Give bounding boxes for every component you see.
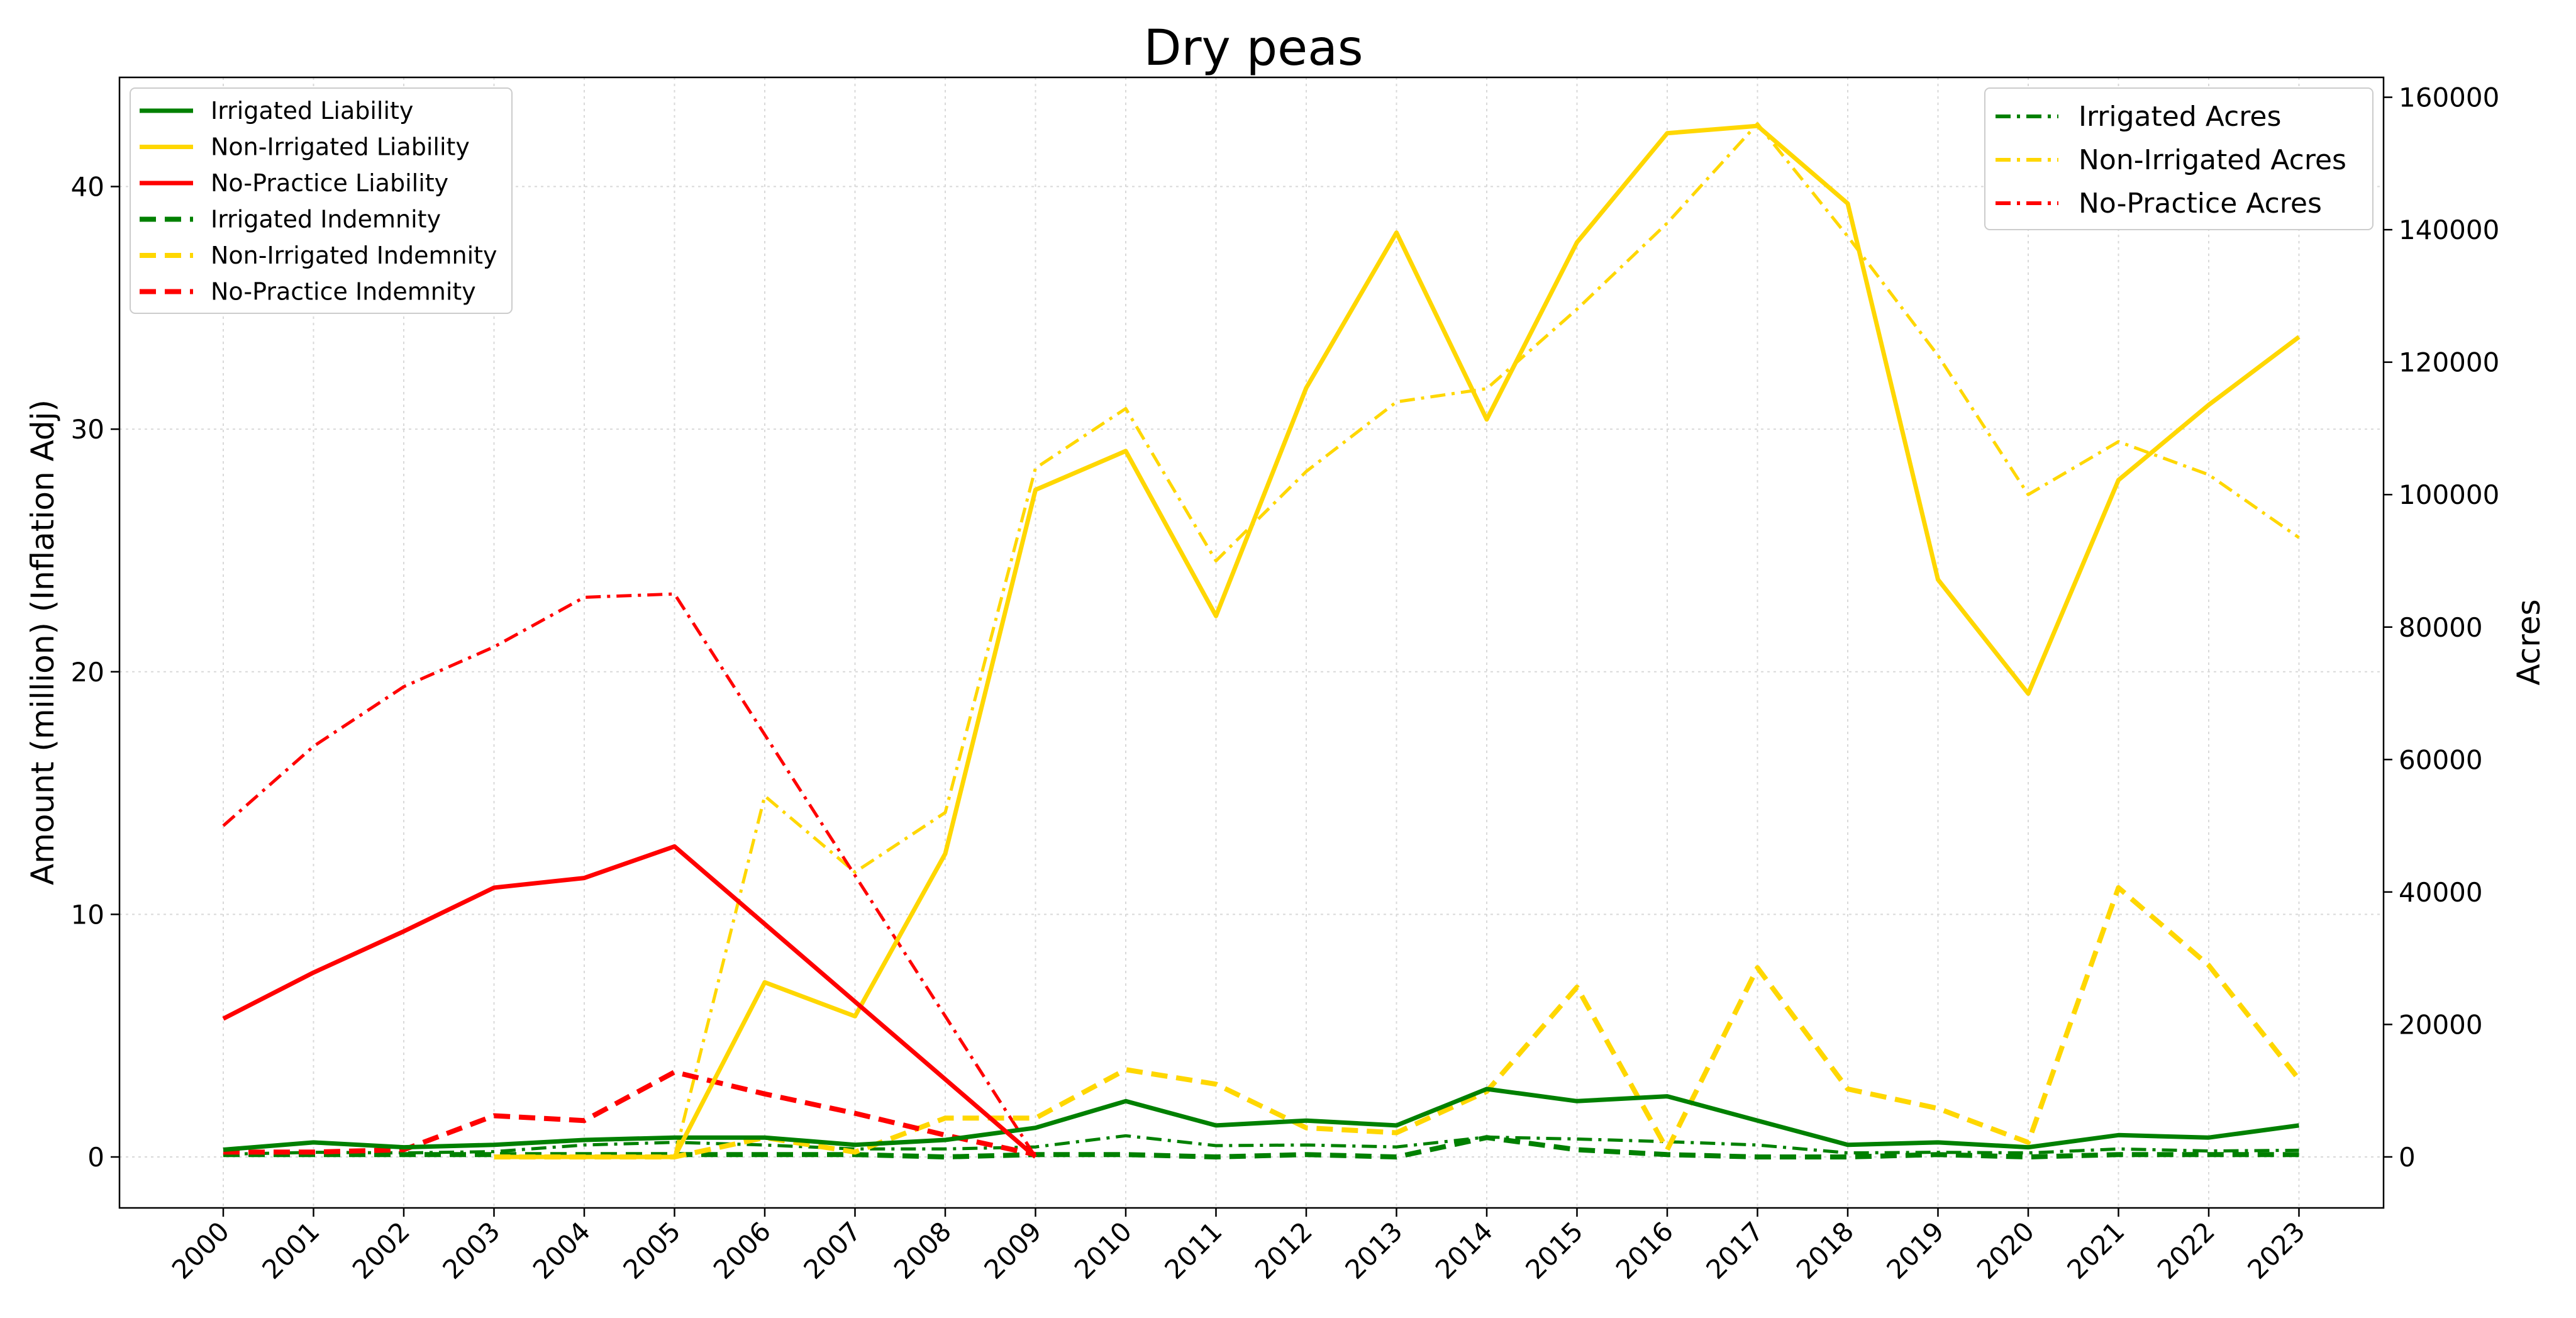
series-line-non-irrigated-liability	[494, 123, 2301, 1159]
x-tick-label: 2023	[2241, 1215, 2311, 1285]
y-tick-label-left: 40	[71, 172, 104, 203]
y-tick-label-right: 80000	[2399, 612, 2483, 643]
y-tick-label-right: 140000	[2399, 215, 2499, 245]
y-tick-label-right: 20000	[2399, 1009, 2483, 1040]
legend-left-frame	[130, 87, 513, 314]
legend-left: Irrigated Liability Non-Irrigated Liabili…	[130, 87, 513, 314]
legend-label-non-irrigated-indemnity: Non-Irrigated Indemnity	[211, 242, 497, 269]
legend-right-frame	[1984, 87, 2373, 230]
series-lines	[222, 122, 2301, 1159]
legend-right: Irrigated Acres Non-Irrigated Acres No-Pra…	[1984, 87, 2373, 230]
series-line-irrigated-acres	[223, 1134, 2299, 1156]
y-tick-label-left: 0	[87, 1142, 104, 1173]
y-tick-label-right: 120000	[2399, 347, 2499, 378]
legend-label-irrigated-indemnity: Irrigated Indemnity	[211, 206, 441, 233]
legend-label-irrigated-liability: Irrigated Liability	[211, 97, 413, 125]
x-tick-label: 2002	[347, 1215, 416, 1285]
series-line-irrigated-liability	[223, 1086, 2299, 1152]
series-line-non-irrigated-acres	[494, 122, 2300, 1159]
y-tick-label-right: 40000	[2399, 877, 2483, 908]
x-tick-label: 2008	[888, 1215, 957, 1285]
y-tick-label-left: 20	[71, 657, 104, 688]
series-line-no-practice-indemnity	[223, 1069, 1036, 1158]
x-tick-label: 2022	[2151, 1215, 2221, 1285]
series-line-no-practice-liability	[222, 844, 1037, 1159]
x-tick-label: 2015	[1519, 1215, 1589, 1285]
legend-label-irrigated-acres: Irrigated Acres	[2079, 101, 2281, 133]
x-tick-label: 2011	[1158, 1215, 1228, 1285]
x-tick-label: 2006	[708, 1215, 777, 1285]
y-tick-label-right: 100000	[2399, 479, 2499, 510]
series-line-non-irrigated-indemnity	[494, 885, 2301, 1159]
plot-frame	[118, 76, 2385, 1209]
x-tick-label: 2009	[978, 1215, 1047, 1285]
x-tick-label: 2000	[166, 1215, 235, 1285]
legend-label-non-irrigated-acres: Non-Irrigated Acres	[2079, 144, 2346, 176]
x-tick-label: 2001	[256, 1215, 325, 1285]
y-tick-label-left: 30	[71, 414, 104, 445]
x-tick-label: 2014	[1430, 1215, 1499, 1285]
chart-title: Dry peas	[1143, 20, 1363, 77]
series-line-no-practice-acres	[222, 592, 1037, 1158]
legend-label-non-irrigated-liability: Non-Irrigated Liability	[211, 133, 470, 161]
y-tick-label-right: 60000	[2399, 744, 2483, 775]
legend-label-no-practice-indemnity: No-Practice Indemnity	[211, 278, 476, 306]
x-tick-label: 2016	[1610, 1215, 1679, 1285]
y-tick-label-left: 10	[71, 899, 104, 930]
x-tick-label: 2004	[527, 1215, 596, 1285]
y-axis-left-label: Amount (million) (Inflation Adj)	[25, 399, 61, 885]
x-tick-label: 2005	[617, 1215, 686, 1285]
legend-label-no-practice-acres: No-Practice Acres	[2079, 187, 2322, 220]
x-tick-label: 2007	[797, 1215, 867, 1285]
x-tick-label: 2010	[1069, 1215, 1138, 1285]
x-tick-label: 2020	[1971, 1215, 2040, 1285]
x-tick-label: 2017	[1700, 1215, 1769, 1285]
y-tick-label-right: 160000	[2399, 82, 2499, 113]
x-tick-label: 2021	[2061, 1215, 2130, 1285]
y-axis-right-label: Acres	[2511, 599, 2547, 685]
x-tick-label: 2012	[1249, 1215, 1318, 1285]
legend-label-no-practice-liability: No-Practice Liability	[211, 169, 448, 197]
x-tick-label: 2018	[1790, 1215, 1860, 1285]
series-line-irrigated-indemnity	[223, 1135, 2299, 1159]
x-tick-label: 2013	[1339, 1215, 1408, 1285]
y-tick-label-right: 0	[2399, 1142, 2416, 1173]
x-tick-label: 2003	[436, 1215, 506, 1285]
x-tick-label: 2019	[1880, 1215, 1950, 1285]
